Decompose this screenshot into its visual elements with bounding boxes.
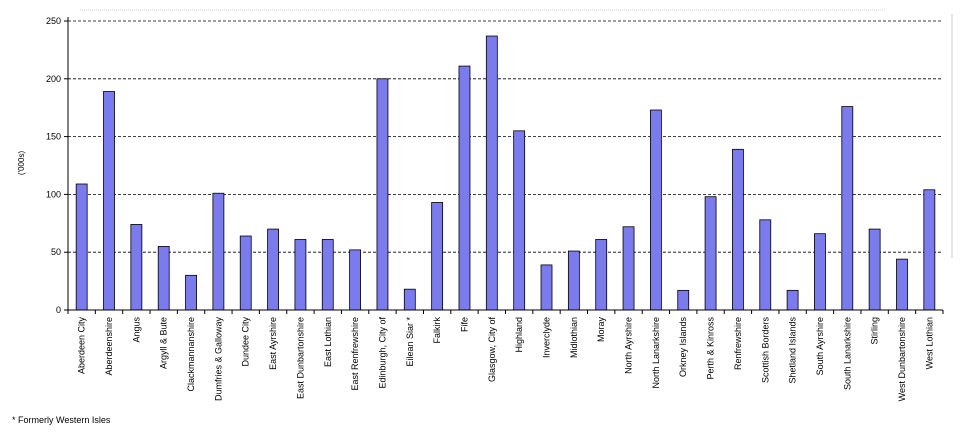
bar	[868, 228, 881, 311]
x-tick-labels: Aberdeen City Aberdeenshire Angus Argyll & …	[77, 317, 935, 402]
bar	[239, 235, 252, 311]
x-category-label: Dumfries & Galloway	[213, 317, 223, 402]
x-category-label: East Lothian	[323, 317, 333, 367]
bar	[267, 228, 279, 311]
bar	[814, 233, 826, 311]
x-category-label: Orkney Islands	[678, 317, 688, 378]
bar	[540, 264, 553, 311]
bar	[185, 274, 197, 311]
x-category-label: Eilean Siar *	[405, 317, 415, 367]
axes	[64, 17, 944, 314]
gridlines	[68, 9, 953, 258]
x-category-label: Renfrewshire	[733, 317, 743, 370]
x-category-label: Perth & Kinross	[706, 317, 716, 380]
bar	[622, 226, 635, 311]
bar	[103, 91, 115, 311]
x-category-label: Angus	[131, 317, 141, 343]
y-tick-label: 150	[46, 132, 61, 142]
y-tick-label: 0	[56, 305, 61, 315]
x-category-label: Glasgow, City of	[487, 317, 497, 383]
bar	[130, 224, 143, 311]
bar	[403, 288, 416, 311]
x-category-label: West Dunbartonshire	[897, 317, 907, 401]
bar	[75, 183, 88, 311]
bar	[349, 249, 362, 311]
x-category-label: Shetland Islands	[788, 317, 798, 384]
bar	[704, 196, 717, 311]
x-category-label: Aberdeen City	[77, 317, 87, 375]
footnote: * Formerly Western Isles	[12, 415, 111, 425]
bar	[485, 35, 498, 311]
x-category-label: North Ayrshire	[624, 317, 634, 374]
x-category-label: Highland	[514, 317, 524, 353]
y-tick-label: 250	[46, 16, 61, 26]
bar	[677, 289, 690, 311]
x-category-label: Aberdeenshire	[104, 317, 114, 376]
x-category-label: Clackmannanshire	[186, 317, 196, 392]
bar	[513, 130, 526, 311]
y-tick-labels: 0 50 100 150 200 250	[46, 16, 61, 315]
x-category-label: Argyll & Bute	[159, 317, 169, 369]
x-category-label: East Dunbartonshire	[295, 317, 305, 399]
bar	[896, 258, 908, 311]
x-category-label: Inverclyde	[542, 317, 552, 358]
bar	[431, 202, 444, 311]
x-category-label: Moray	[596, 317, 606, 343]
x-category-label: West Lothian	[924, 317, 934, 369]
bar	[595, 239, 608, 311]
y-axis-label: ('000s)	[17, 151, 26, 176]
x-category-label: Dundee City	[241, 317, 251, 367]
x-category-label: South Lanarkshire	[842, 317, 852, 390]
x-category-label: North Lanarkshire	[651, 317, 661, 389]
x-category-label: East Ayrshire	[268, 317, 278, 370]
bar	[923, 189, 936, 311]
x-category-label: South Ayrshire	[815, 317, 825, 375]
bar	[567, 250, 580, 311]
bar	[212, 192, 225, 311]
x-category-label: Stirling	[870, 317, 880, 345]
x-category-label: East Renfrewshire	[350, 317, 360, 391]
bars	[75, 35, 936, 311]
x-category-label: Scottish Borders	[760, 317, 770, 384]
bar	[458, 65, 471, 311]
x-category-label: Edinburgh, City of	[377, 317, 387, 389]
bar	[732, 148, 744, 311]
y-tick-label: 200	[46, 74, 61, 84]
bar	[321, 239, 334, 311]
x-category-label: Midlothian	[569, 317, 579, 358]
bar	[786, 289, 799, 311]
bar	[157, 246, 170, 311]
bar	[841, 106, 854, 311]
y-tick-label: 100	[46, 189, 61, 199]
y-tick-label: 50	[51, 247, 61, 257]
x-category-label: Falkirk	[432, 317, 442, 344]
bar	[759, 219, 772, 311]
bar	[649, 109, 662, 311]
x-category-label: Fife	[459, 317, 469, 332]
bar	[376, 78, 389, 311]
bar	[294, 239, 307, 311]
